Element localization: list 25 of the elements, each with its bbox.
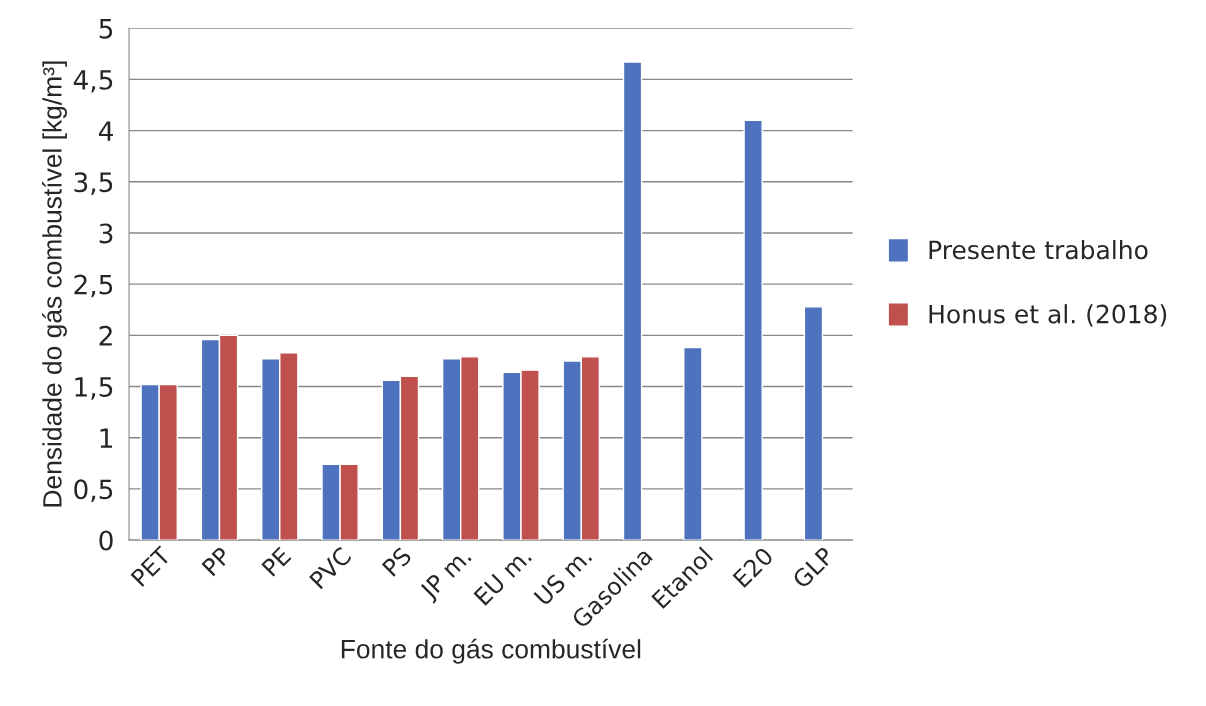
y-tick-label: 1,5 (75, 377, 113, 400)
legend-label: Presente trabalho (929, 239, 1148, 260)
bar (803, 305, 824, 541)
y-tick-label: 4,5 (73, 70, 113, 93)
y-tick-label: 2,5 (74, 274, 113, 298)
x-tick-label: PE (261, 546, 292, 577)
legend-label: Honus et al. (2018) (929, 304, 1167, 327)
y-tick-label: 2 (99, 325, 112, 346)
y-tick-label: 4 (98, 121, 113, 141)
x-tick-label: PS (381, 546, 413, 577)
x-tick-label: E20 (732, 546, 775, 589)
y-tick-label: 0 (99, 530, 113, 551)
y-tick-label: 0,5 (74, 479, 113, 502)
bar (683, 346, 703, 541)
bar (743, 119, 763, 541)
x-tick-label: GLP (791, 545, 835, 590)
y-tick-label: 1 (100, 428, 113, 448)
y-tick-label: 3 (99, 223, 113, 244)
bar (622, 61, 643, 541)
y-tick-label: 3,5 (74, 172, 113, 195)
x-tick-label: EU m. (473, 547, 533, 606)
x-axis-title: Fonte do gás combustível (341, 638, 641, 664)
x-tick-label: PP (201, 546, 232, 577)
y-tick-label: 5 (99, 19, 113, 39)
y-axis-title: Densidade do gás combustível [kg/m³] (42, 61, 67, 507)
